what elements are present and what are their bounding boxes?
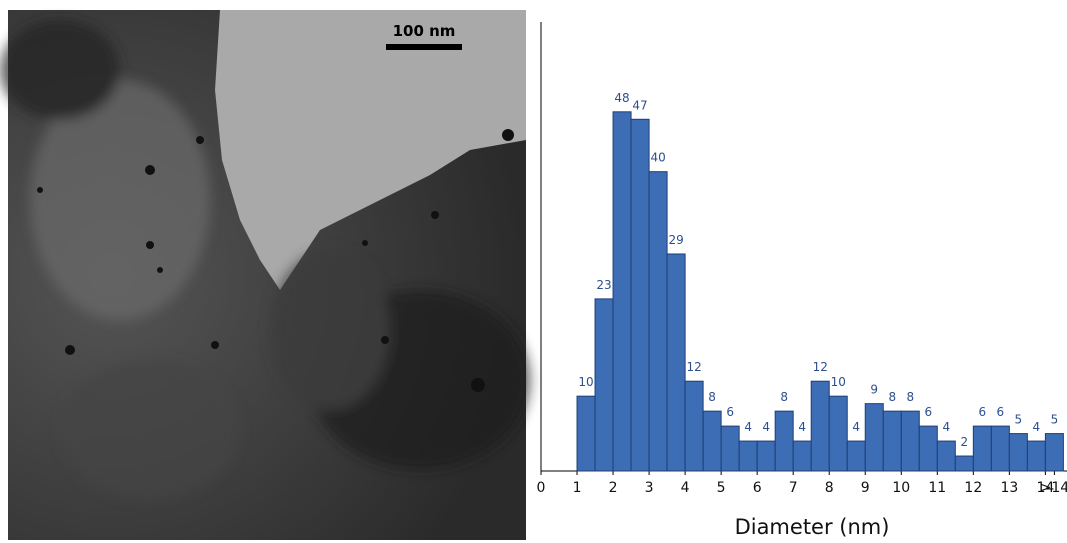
x-tick-label: 9: [861, 480, 870, 496]
data-label: 2: [961, 435, 969, 449]
data-label: 5: [1051, 413, 1059, 427]
data-label: 29: [668, 233, 683, 247]
bar: [937, 441, 955, 471]
data-label: 40: [650, 151, 665, 165]
data-label: 4: [852, 420, 860, 434]
data-label: 23: [596, 278, 611, 292]
x-tick-label: 12: [964, 480, 982, 496]
data-label: 12: [686, 360, 701, 374]
data-label: 4: [744, 420, 752, 434]
data-label: 4: [762, 420, 770, 434]
x-tick-label: 0: [537, 480, 546, 496]
x-tick-label: 11: [928, 480, 946, 496]
x-tick-label: 7: [789, 480, 798, 496]
x-tick-label: 8: [825, 480, 834, 496]
data-label: 4: [798, 420, 806, 434]
bar: [901, 411, 919, 471]
x-axis-title: Diameter (nm): [735, 515, 890, 539]
data-label: 12: [813, 360, 828, 374]
bar: [919, 426, 937, 471]
data-label: 6: [979, 405, 987, 419]
data-label: 10: [831, 375, 846, 389]
x-tick-label: 3: [645, 480, 654, 496]
data-label: 8: [906, 390, 914, 404]
data-label: 48: [614, 91, 629, 105]
bar: [721, 426, 739, 471]
bar: [883, 411, 901, 471]
data-label: 8: [888, 390, 896, 404]
data-label: 6: [997, 405, 1005, 419]
x-tick-label: 10: [892, 480, 910, 496]
bar: [739, 441, 757, 471]
x-tick-label: 1: [573, 480, 582, 496]
data-label: 6: [726, 405, 734, 419]
data-label: 4: [1033, 420, 1041, 434]
data-label: 8: [780, 390, 788, 404]
x-tick-label: 6: [753, 480, 762, 496]
bar: [973, 426, 991, 471]
bar: [793, 441, 811, 471]
x-tick-label: 4: [681, 480, 690, 496]
bar: [577, 396, 595, 471]
bar: [757, 441, 775, 471]
bar: [811, 381, 829, 471]
page: 100 nm 01234567891011121314>141023484740…: [0, 0, 1067, 543]
data-label: 8: [708, 390, 716, 404]
bar: [595, 299, 613, 471]
micrograph: 100 nm: [0, 10, 530, 540]
data-label: 10: [578, 375, 593, 389]
bar: [667, 254, 685, 471]
data-label: 9: [870, 383, 878, 397]
scale-bar-label: 100 nm: [393, 22, 456, 40]
bar: [703, 411, 721, 471]
bar: [1027, 441, 1045, 471]
bar: [1009, 434, 1027, 471]
bar: [865, 404, 883, 471]
figure: 100 nm 01234567891011121314>141023484740…: [0, 0, 1067, 543]
data-label: 6: [924, 405, 932, 419]
bar: [775, 411, 793, 471]
bar: [613, 112, 631, 471]
x-tick-label: 13: [1000, 480, 1018, 496]
bar: [955, 456, 973, 471]
x-tick-label: 5: [717, 480, 726, 496]
bar: [631, 119, 649, 471]
bar: [649, 172, 667, 471]
bar: [991, 426, 1009, 471]
x-tick-label: 2: [609, 480, 618, 496]
data-label: 5: [1015, 413, 1023, 427]
data-label: 47: [632, 98, 647, 112]
bar: [829, 396, 847, 471]
data-label: 4: [942, 420, 950, 434]
bar: [685, 381, 703, 471]
x-tick-label: >14: [1040, 480, 1067, 496]
bar: [1045, 434, 1063, 471]
bar: [847, 441, 865, 471]
